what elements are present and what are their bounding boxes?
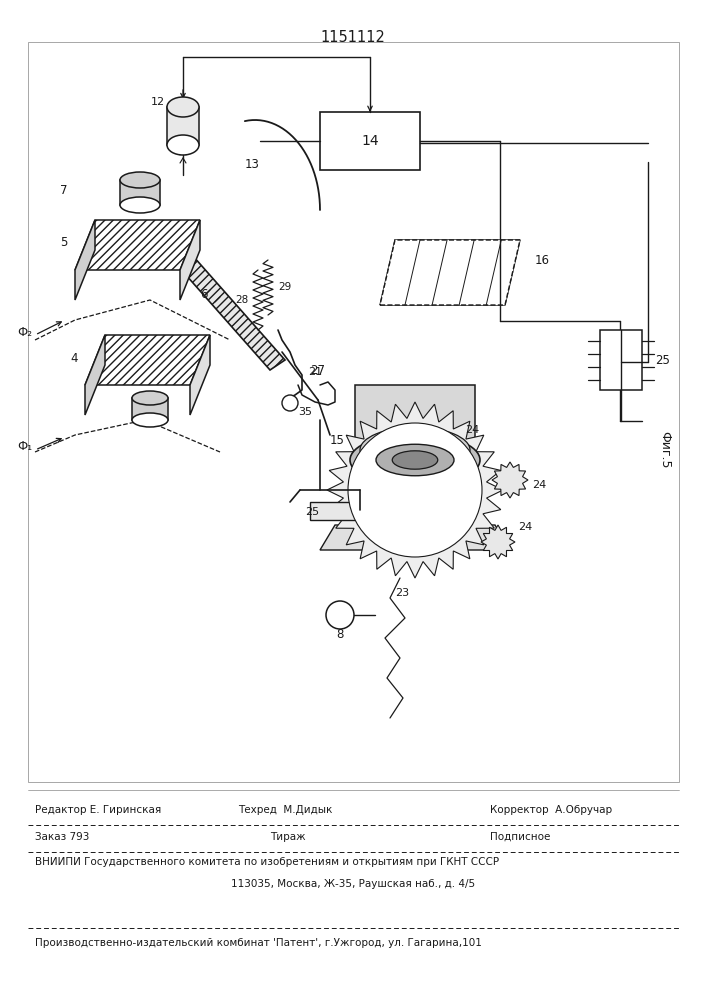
Text: 35: 35 [298,407,312,417]
Polygon shape [380,240,520,305]
Text: 24: 24 [532,480,547,490]
Text: 29: 29 [278,282,291,292]
Ellipse shape [350,434,480,486]
Polygon shape [85,335,105,415]
Text: 113035, Москва, Ж-35, Раушская наб., д. 4/5: 113035, Москва, Ж-35, Раушская наб., д. … [231,879,475,889]
Text: Производственно-издательский комбинат 'Патент', г.Ужгород, ул. Гагарина,101: Производственно-издательский комбинат 'П… [35,938,482,948]
Ellipse shape [167,97,199,117]
Text: 24: 24 [518,522,532,532]
Text: 5: 5 [60,236,67,249]
Ellipse shape [348,423,482,557]
Polygon shape [481,525,515,559]
Text: Редактор Е. Гиринская: Редактор Е. Гиринская [35,805,161,815]
Bar [600,330,642,390]
Polygon shape [327,402,503,578]
Polygon shape [492,462,528,498]
Bar [355,385,475,535]
Text: 23: 23 [395,588,409,598]
Ellipse shape [282,395,298,411]
Ellipse shape [132,413,168,427]
Ellipse shape [360,427,470,473]
Ellipse shape [120,172,160,188]
Text: Тираж: Тираж [270,832,305,842]
Ellipse shape [120,197,160,213]
Polygon shape [180,220,200,300]
Text: Подписное: Подписное [490,832,550,842]
Ellipse shape [392,451,438,469]
Polygon shape [320,525,510,550]
Ellipse shape [167,135,199,155]
Text: 25: 25 [305,507,319,517]
Polygon shape [190,335,210,415]
Polygon shape [155,230,285,370]
Polygon shape [380,240,520,305]
Text: 8: 8 [337,629,344,642]
Text: 12: 12 [151,97,165,107]
Text: 7: 7 [60,184,67,196]
Polygon shape [310,502,370,520]
Text: 4: 4 [70,352,78,364]
Text: 24: 24 [465,425,479,435]
Polygon shape [75,220,95,300]
Bar [167,107,199,145]
Text: 14: 14 [361,134,379,148]
Text: 6: 6 [200,288,207,302]
Text: ВНИИПИ Государственного комитета по изобретениям и открытиям при ГКНТ СССР: ВНИИПИ Государственного комитета по изоб… [35,857,499,867]
Bar [320,112,420,170]
Ellipse shape [132,391,168,405]
Ellipse shape [326,601,354,629]
Text: 13: 13 [245,158,260,172]
Text: 16: 16 [535,253,550,266]
Text: Техред  М.Дидык: Техред М.Дидык [238,805,332,815]
Bar [132,398,168,420]
Text: 25: 25 [655,354,670,366]
Ellipse shape [376,444,454,476]
Text: Ф₂: Ф₂ [17,326,32,338]
Text: Фиг.5: Фиг.5 [658,431,672,469]
Text: 15: 15 [330,434,345,446]
Bar [120,180,160,205]
Text: Корректор  А.Обручар: Корректор А.Обручар [490,805,612,815]
Polygon shape [85,335,210,385]
Text: 21: 21 [308,367,322,377]
Text: 27: 27 [310,363,325,376]
Bar [28,42,679,782]
Text: Заказ 793: Заказ 793 [35,832,89,842]
Text: 1151112: 1151112 [320,29,385,44]
Text: 28: 28 [235,295,248,305]
Polygon shape [75,220,200,270]
Text: Ф₁: Ф₁ [17,440,32,454]
